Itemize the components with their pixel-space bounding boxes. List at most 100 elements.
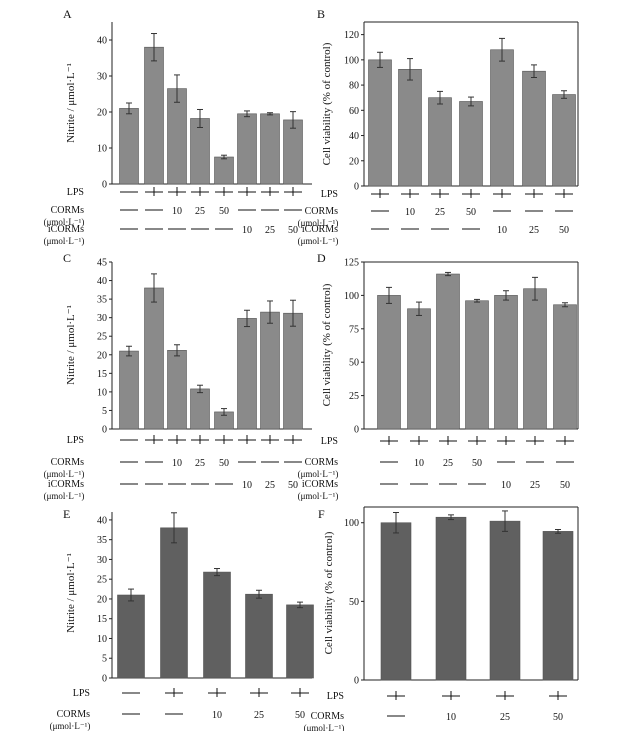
dose-label: 25 <box>265 225 275 236</box>
dose-label: 25 <box>529 225 539 236</box>
dose-label: 25 <box>435 207 445 218</box>
row-label: iCORMs <box>48 479 84 490</box>
y-tick-label: 10 <box>97 387 107 398</box>
bar <box>144 46 164 185</box>
y-tick-label: 45 <box>97 258 107 269</box>
y-tick-label: 50 <box>349 358 359 369</box>
y-axis-label: Cell viability (% of control) <box>321 42 333 165</box>
y-tick-label: 5 <box>102 654 107 665</box>
bar <box>160 527 188 679</box>
y-axis-label: Nitrite / μmol·L⁻¹ <box>65 305 77 385</box>
y-tick-label: 0 <box>354 676 359 687</box>
row-label: CORMs <box>57 709 90 720</box>
dose-label: 10 <box>172 458 182 469</box>
bar <box>260 311 280 430</box>
y-tick-label: 100 <box>344 55 359 66</box>
dose-label: 10 <box>212 710 222 721</box>
bar <box>144 287 164 430</box>
y-tick-label: 120 <box>344 30 359 41</box>
dose-label: 50 <box>288 480 298 491</box>
y-tick-label: 10 <box>97 634 107 645</box>
y-tick-label: 15 <box>97 614 107 625</box>
bar <box>237 318 257 430</box>
dose-label: 10 <box>497 225 507 236</box>
dose-label: 10 <box>242 225 252 236</box>
y-tick-label: 25 <box>349 391 359 402</box>
bar <box>283 312 303 430</box>
y-axis-label: Nitrite / μmol·L⁻¹ <box>65 553 77 633</box>
panel-letter: C <box>63 251 71 265</box>
y-tick-label: 100 <box>344 518 359 529</box>
dose-label: 50 <box>560 480 570 491</box>
row-sublabel: (μmol·L⁻¹) <box>44 236 85 246</box>
bar <box>283 119 303 185</box>
dose-label: 25 <box>530 480 540 491</box>
panel-letter: B <box>317 7 325 21</box>
panel-letter: D <box>317 251 326 265</box>
y-tick-label: 40 <box>97 276 107 287</box>
y-tick-label: 40 <box>97 515 107 526</box>
row-label: LPS <box>327 691 344 702</box>
bar <box>489 520 521 681</box>
panel-letter: E <box>63 507 70 521</box>
panel-letter: F <box>318 507 325 521</box>
bar <box>428 97 452 187</box>
row-sublabel: (μmol·L⁻¹) <box>304 723 345 731</box>
bar <box>260 113 280 185</box>
y-tick-label: 75 <box>349 324 359 335</box>
bar <box>286 604 314 679</box>
bar <box>494 295 518 430</box>
y-axis-label: Nitrite / μmol·L⁻¹ <box>65 63 77 143</box>
bar <box>368 59 392 187</box>
dose-label: 50 <box>472 458 482 469</box>
row-sublabel: (μmol·L⁻¹) <box>44 217 85 227</box>
dose-label: 50 <box>553 712 563 723</box>
bar <box>522 70 546 187</box>
bar <box>190 388 210 430</box>
row-sublabel: (μmol·L⁻¹) <box>298 236 339 246</box>
y-tick-label: 0 <box>102 674 107 685</box>
bar <box>459 101 483 187</box>
y-tick-label: 25 <box>97 332 107 343</box>
row-sublabel: (μmol·L⁻¹) <box>298 469 339 479</box>
y-tick-label: 30 <box>97 555 107 566</box>
y-tick-label: 20 <box>349 156 359 167</box>
y-axis-label: Cell viability (% of control) <box>321 283 333 406</box>
dose-label: 10 <box>242 480 252 491</box>
y-tick-label: 30 <box>97 72 107 83</box>
panel-letter: A <box>63 7 72 21</box>
row-label: LPS <box>321 189 338 200</box>
dose-label: 25 <box>195 458 205 469</box>
row-sublabel: (μmol·L⁻¹) <box>50 721 91 731</box>
y-tick-label: 35 <box>97 295 107 306</box>
row-label: CORMs <box>311 711 344 722</box>
row-label: CORMs <box>51 205 84 216</box>
row-label: LPS <box>321 436 338 447</box>
bar <box>542 531 574 681</box>
bar <box>117 594 145 679</box>
y-tick-label: 50 <box>349 597 359 608</box>
bar <box>190 118 210 185</box>
row-sublabel: (μmol·L⁻¹) <box>298 218 339 228</box>
dose-label: 50 <box>288 225 298 236</box>
y-tick-label: 0 <box>354 425 359 436</box>
y-tick-label: 30 <box>97 313 107 324</box>
bar <box>398 69 422 187</box>
bar <box>380 522 412 681</box>
y-tick-label: 10 <box>97 144 107 155</box>
panel-e: E Nitrite / μmol·L⁻¹ 0 5 10 15 20 25 30 35 40 LPS CO… <box>50 507 314 731</box>
dose-label: 50 <box>219 206 229 217</box>
bar <box>552 94 576 187</box>
dose-label: 50 <box>295 710 305 721</box>
y-axis-label: Cell viability (% of control) <box>323 531 335 654</box>
y-tick-label: 15 <box>97 369 107 380</box>
dose-label: 10 <box>501 480 511 491</box>
y-tick-label: 0 <box>102 425 107 436</box>
row-label: CORMs <box>51 457 84 468</box>
bar <box>214 156 234 185</box>
y-tick-label: 100 <box>344 291 359 302</box>
panel-d: D Cell viability (% of control) 0 25 50 75 100… <box>298 251 579 501</box>
bar <box>407 308 431 430</box>
bar <box>237 113 257 185</box>
y-tick-label: 40 <box>97 36 107 47</box>
